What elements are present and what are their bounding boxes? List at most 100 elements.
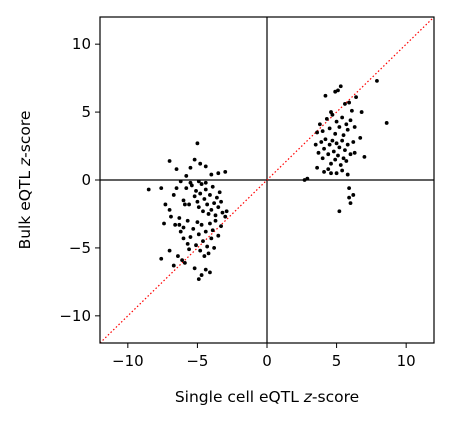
data-point [351, 193, 356, 197]
data-point [347, 100, 352, 105]
data-point [323, 93, 328, 98]
data-point [334, 141, 339, 146]
data-point [203, 187, 208, 192]
y-axis-label: Bulk eQTL z-score [16, 111, 34, 250]
identity-line [100, 17, 434, 343]
data-point [337, 145, 342, 150]
data-point [331, 149, 336, 154]
data-point [348, 152, 353, 157]
y-tick-label: 5 [81, 103, 91, 121]
data-point [167, 159, 172, 163]
data-point [341, 156, 346, 161]
x-tick-label: 5 [332, 352, 342, 370]
data-point [216, 233, 221, 238]
x-tick-label: −10 [112, 352, 144, 370]
data-point [209, 236, 214, 241]
data-point [333, 131, 338, 136]
data-point [215, 195, 219, 200]
data-point [323, 137, 328, 142]
data-point [326, 152, 331, 157]
data-point [199, 273, 204, 277]
data-point [375, 78, 379, 83]
data-point [334, 119, 339, 124]
data-point [209, 207, 214, 212]
data-point [159, 256, 164, 261]
data-point [146, 187, 151, 192]
data-point [203, 164, 208, 169]
data-point [167, 248, 172, 253]
data-point [345, 142, 350, 147]
data-point [182, 202, 187, 207]
data-point [343, 148, 347, 153]
data-point [345, 172, 350, 177]
data-point [223, 169, 228, 174]
data-point [330, 112, 335, 117]
data-point [195, 220, 200, 225]
data-point [191, 227, 196, 231]
data-point [181, 225, 186, 230]
data-point [202, 197, 207, 201]
data-point [322, 146, 326, 151]
data-point [344, 122, 349, 127]
data-point [220, 210, 225, 215]
data-point [338, 163, 343, 167]
data-point [188, 235, 193, 239]
data-point [162, 221, 166, 226]
data-point [174, 167, 179, 172]
data-point [347, 186, 352, 191]
data-point [329, 171, 333, 176]
data-point [340, 115, 345, 120]
data-point [171, 193, 176, 197]
data-points [146, 78, 389, 282]
data-point [348, 118, 353, 123]
data-point [206, 212, 211, 216]
data-point [188, 180, 193, 185]
y-tick-label: 0 [81, 171, 91, 189]
data-point [216, 171, 221, 176]
data-point [219, 199, 223, 204]
data-point [203, 180, 208, 185]
data-point [192, 194, 197, 199]
data-point [192, 157, 197, 162]
data-point [336, 153, 340, 158]
data-point [184, 174, 189, 178]
axis-ticks: −10 −5 0 5 10 −10 −5 0 5 10 [59, 35, 415, 370]
data-point [315, 130, 319, 135]
data-point [169, 214, 173, 219]
data-point [187, 247, 191, 252]
data-point [208, 221, 212, 226]
data-point [324, 116, 329, 121]
data-point [327, 142, 332, 147]
data-point [322, 169, 326, 174]
data-point [327, 126, 332, 131]
data-point [188, 165, 193, 170]
data-point [223, 214, 228, 219]
y-tick-label: −5 [69, 239, 91, 257]
data-point [362, 155, 367, 159]
data-point [205, 244, 210, 249]
data-point [352, 150, 357, 155]
data-point [320, 129, 325, 134]
x-axis-label: Single cell eQTL z-score [175, 388, 359, 406]
data-point [198, 161, 203, 166]
data-point [213, 218, 218, 223]
data-point [199, 182, 204, 186]
data-point [326, 167, 331, 172]
data-point [338, 84, 343, 89]
data-point [208, 193, 212, 197]
data-point [185, 218, 190, 223]
data-point [317, 122, 322, 127]
data-point [333, 157, 338, 162]
data-point [358, 135, 363, 140]
data-point [337, 125, 342, 129]
data-point [178, 179, 183, 184]
data-point [319, 140, 324, 144]
data-point [176, 254, 180, 258]
data-point [341, 133, 346, 138]
data-point [208, 270, 212, 275]
data-point [384, 121, 389, 125]
data-point [334, 171, 339, 176]
data-point [224, 209, 229, 214]
data-point [192, 266, 197, 271]
